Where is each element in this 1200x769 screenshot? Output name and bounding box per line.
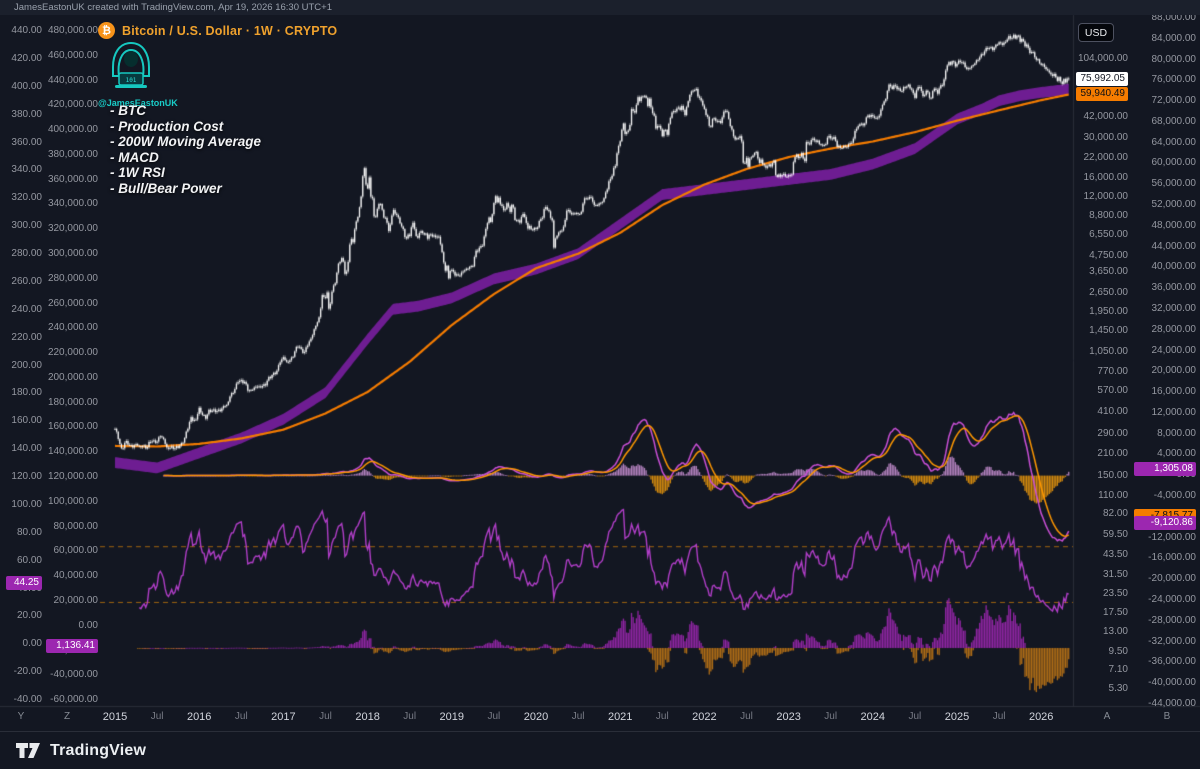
year-label[interactable]: 2023 xyxy=(776,711,801,723)
author-handle: @JamesEastonUK xyxy=(98,98,178,108)
year-label[interactable]: 2025 xyxy=(944,711,970,723)
legend-item: - 200W Moving Average xyxy=(110,134,262,149)
tradingview-brand-text[interactable]: TradingView xyxy=(50,741,147,759)
month-label[interactable]: Jul xyxy=(150,711,164,722)
currency-unit-button[interactable]: USD xyxy=(1078,23,1114,42)
legend-item: - MACD xyxy=(110,149,159,165)
footer-bar: TradingView xyxy=(0,731,1200,769)
month-label[interactable]: Jul xyxy=(824,711,838,722)
legend-item: - Bull/Bear Power xyxy=(110,180,222,196)
scale-button-Z[interactable]: Z xyxy=(63,711,71,722)
month-label[interactable]: Jul xyxy=(655,711,669,722)
scale-button-B[interactable]: B xyxy=(1163,711,1171,722)
year-label[interactable]: 2019 xyxy=(439,711,465,723)
month-label[interactable]: Jul xyxy=(234,711,248,722)
month-label[interactable]: Jul xyxy=(992,711,1006,722)
month-label[interactable]: Jul xyxy=(740,711,753,722)
attribution-bar: JamesEastonUK created with TradingView.c… xyxy=(0,0,1200,15)
year-label[interactable]: 2016 xyxy=(186,711,212,723)
tradingview-logo-icon[interactable] xyxy=(16,742,41,759)
legend-item: - BTC xyxy=(110,103,146,118)
year-label[interactable]: 2017 xyxy=(271,711,296,723)
legend-item: - 1W RSI xyxy=(110,165,165,180)
time-axis[interactable]: 2015 Jul 2016 Jul 2017 Jul 2018 Jul 2019 Jul 2020 J… xyxy=(0,706,1200,731)
symbol-title: Bitcoin / U.S. Dollar · 1W · CRYPTO xyxy=(122,23,338,38)
month-label[interactable]: Jul xyxy=(487,711,501,722)
hacker-avatar-icon: 101 xyxy=(112,41,150,88)
scale-button-Y[interactable]: Y xyxy=(17,711,25,722)
year-label[interactable]: 2024 xyxy=(860,711,886,723)
scale-button-A[interactable]: A xyxy=(1103,711,1111,722)
indicator-legend: - BTC - Production Cost - 200W Moving Aver… xyxy=(110,103,261,196)
year-label[interactable]: 2026 xyxy=(1028,711,1054,723)
year-label[interactable]: 2022 xyxy=(692,711,717,723)
year-label[interactable]: 2020 xyxy=(523,711,549,723)
bitcoin-icon: ₿ xyxy=(98,22,115,39)
month-label[interactable]: Jul xyxy=(319,711,332,722)
legend-item: - Production Cost xyxy=(110,118,224,134)
month-label[interactable]: Jul xyxy=(403,711,417,722)
attribution-text: JamesEastonUK created with TradingView.c… xyxy=(14,2,332,13)
symbol-header: ₿ Bitcoin / U.S. Dollar · 1W · CRYPTO xyxy=(98,22,337,39)
year-label[interactable]: 2021 xyxy=(607,711,633,723)
author-avatar: 101 @JamesEastonUK xyxy=(98,40,178,108)
month-label[interactable]: Jul xyxy=(908,711,922,722)
svg-text:101: 101 xyxy=(126,77,137,84)
year-label[interactable]: 2018 xyxy=(355,711,380,723)
month-label[interactable]: Jul xyxy=(571,711,585,722)
year-label[interactable]: 2015 xyxy=(102,711,128,723)
